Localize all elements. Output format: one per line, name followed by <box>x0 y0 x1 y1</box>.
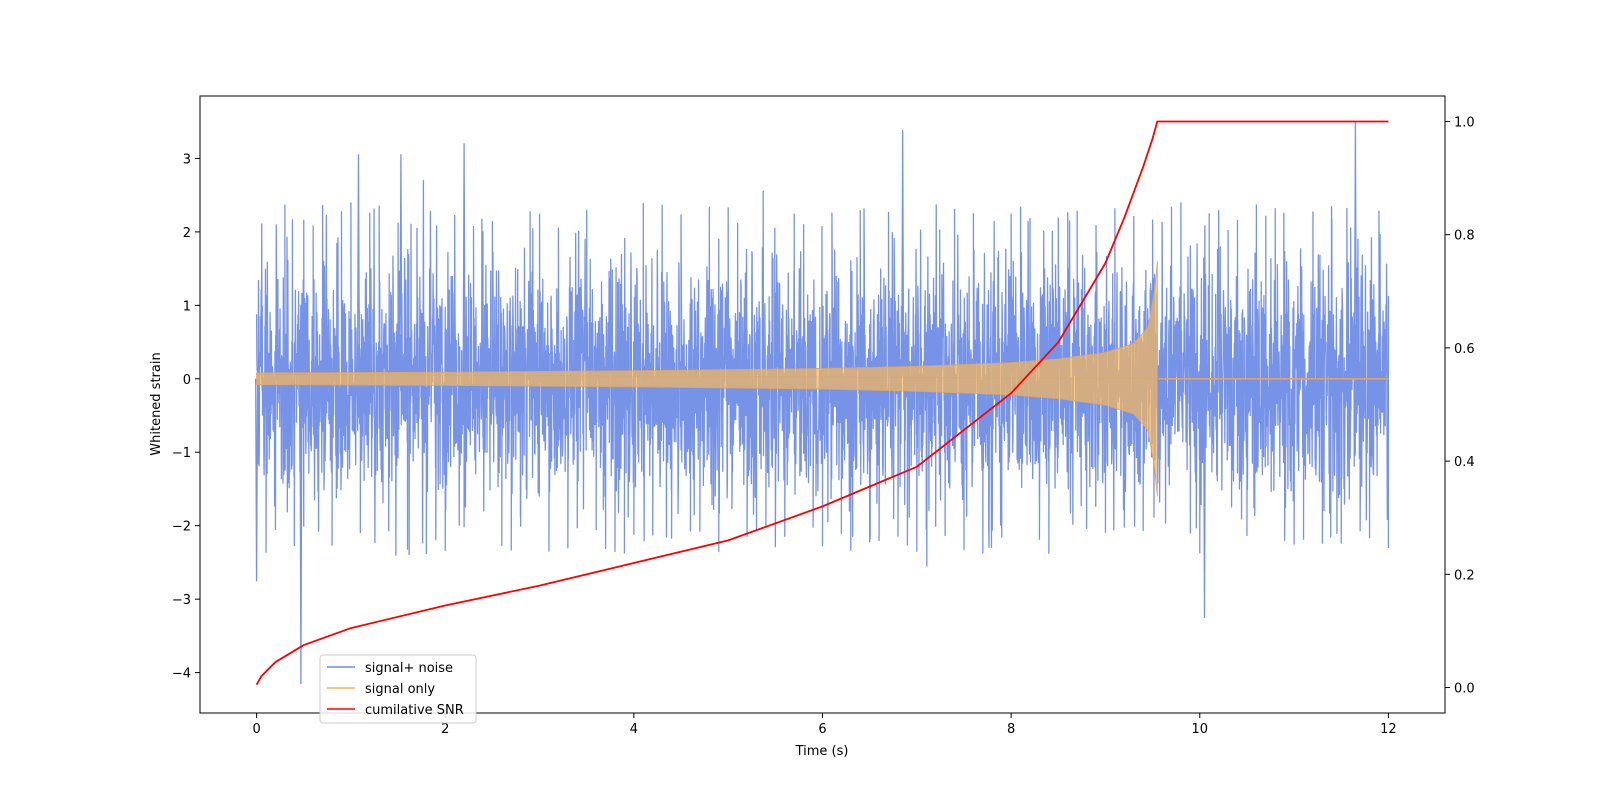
x-tick-label: 12 <box>1380 722 1397 737</box>
y-tick-label: 3 <box>183 152 191 167</box>
y2-tick-label: 0.6 <box>1454 342 1475 357</box>
series-cumulative-snr-line <box>255 120 1389 686</box>
y-tick-label: −1 <box>172 446 191 461</box>
y-axis-label: Whitened strain <box>149 352 164 455</box>
y-axis-right: 0.0 0.2 0.4 0.6 0.8 1.0 <box>1445 115 1475 697</box>
legend: signal+ noise signal only cumilative SNR <box>319 654 477 724</box>
y2-tick-label: 0.2 <box>1454 568 1475 583</box>
legend-label-signal-noise: signal+ noise <box>365 661 453 676</box>
y-tick-label: −4 <box>172 667 191 682</box>
x-tick-label: 10 <box>1191 722 1208 737</box>
legend-box <box>319 654 477 724</box>
y-tick-label: 1 <box>183 299 191 314</box>
x-tick-label: 6 <box>818 722 826 737</box>
y-tick-label: 0 <box>183 373 191 388</box>
y2-tick-label: 1.0 <box>1454 115 1475 130</box>
y2-tick-label: 0.4 <box>1454 455 1475 470</box>
legend-label-cumulative-snr: cumilative SNR <box>365 703 464 718</box>
plot-area <box>255 120 1390 686</box>
series-signal-only-wave <box>256 374 1158 380</box>
x-axis-label: Time (s) <box>795 744 849 759</box>
y-axis-left: −4 −3 −2 −1 0 1 2 3 <box>172 152 200 682</box>
y2-tick-label: 0.0 <box>1454 682 1475 697</box>
y-tick-label: −2 <box>172 520 191 535</box>
y-tick-label: −3 <box>172 593 191 608</box>
x-tick-label: 0 <box>252 722 260 737</box>
x-tick-label: 2 <box>441 722 449 737</box>
legend-label-signal-only: signal only <box>365 682 435 697</box>
x-tick-label: 8 <box>1007 722 1015 737</box>
series-signal-only-envelope <box>256 261 1158 497</box>
y-tick-label: 2 <box>183 226 191 241</box>
x-tick-label: 4 <box>630 722 638 737</box>
y2-tick-label: 0.8 <box>1454 229 1475 244</box>
